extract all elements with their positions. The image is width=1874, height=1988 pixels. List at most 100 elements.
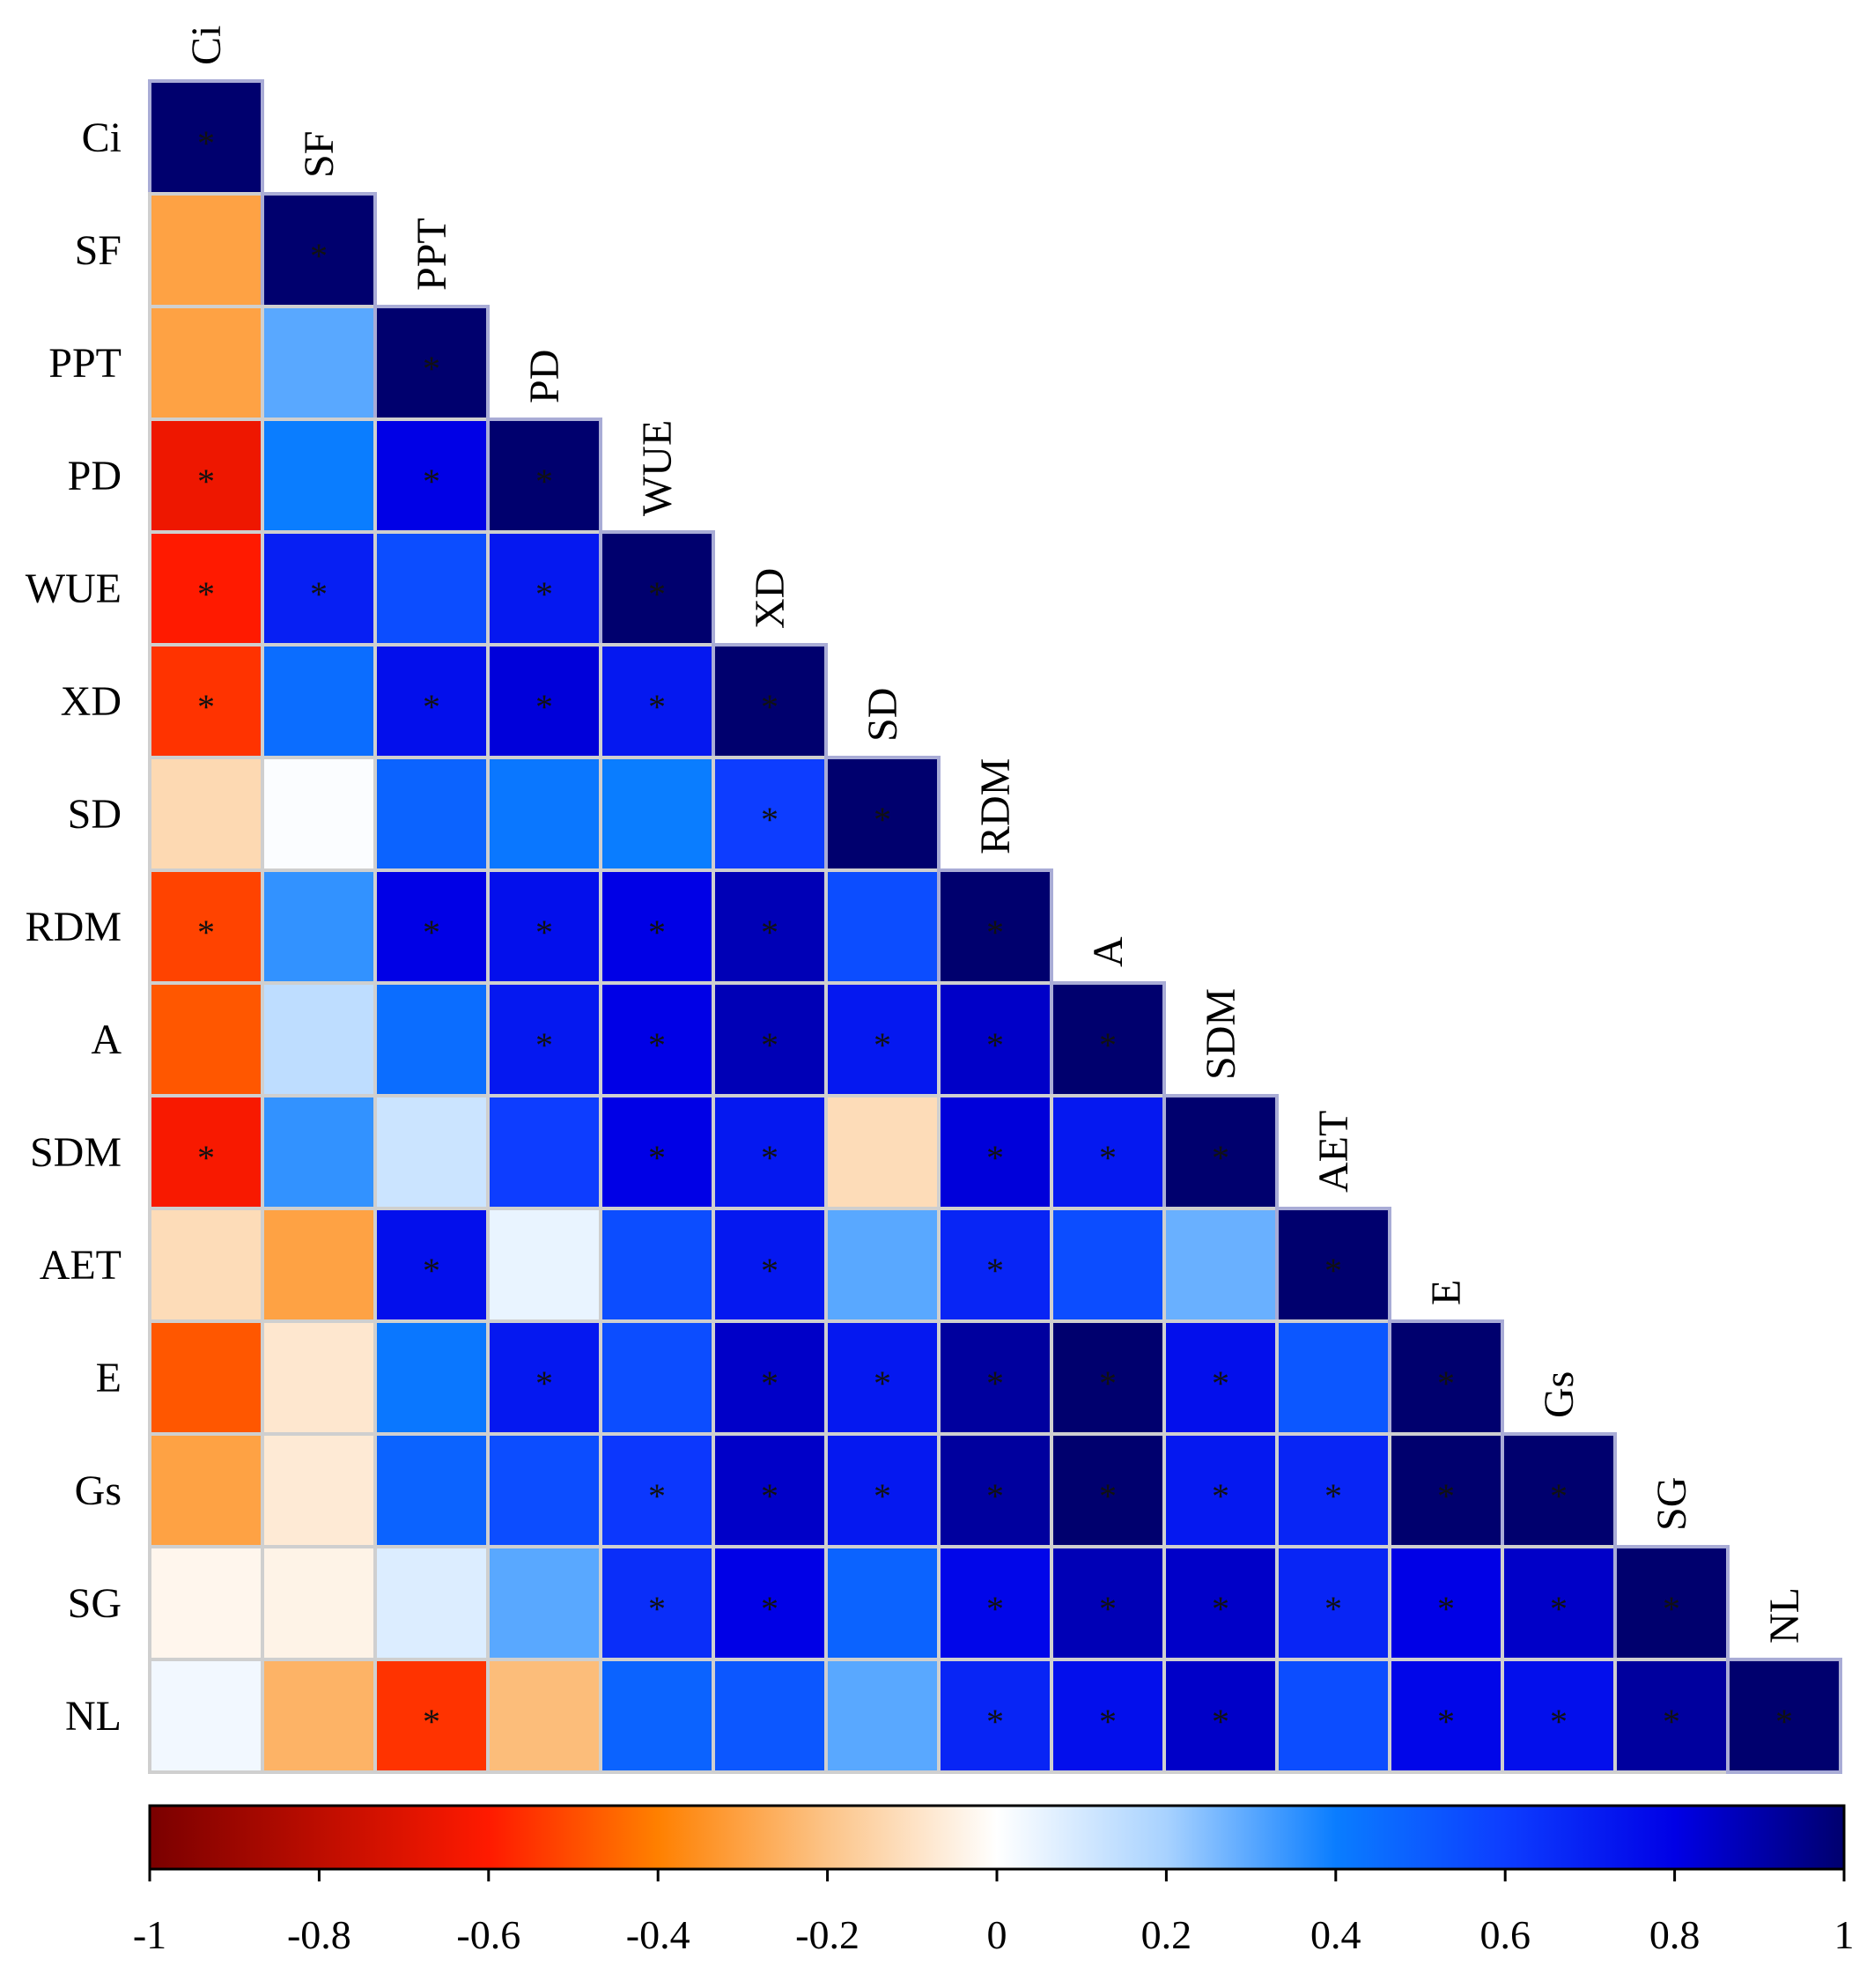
cell-E-WUE <box>599 1319 715 1436</box>
significance-star: * <box>761 687 778 727</box>
significance-star: * <box>1324 1251 1342 1290</box>
significance-star: * <box>197 687 215 727</box>
significance-star: * <box>1775 1702 1793 1741</box>
significance-star: * <box>1437 1589 1455 1629</box>
cell-XD-Ci <box>148 643 264 759</box>
significance-star: * <box>1099 1025 1117 1065</box>
cell-SDM-SDM <box>1162 1094 1279 1210</box>
cell-XD-XD <box>712 643 828 759</box>
cell-E-RDM <box>937 1319 1053 1436</box>
row-label-Ci: Ci <box>82 115 122 161</box>
cell-XD-PD <box>486 643 602 759</box>
cell-PPT-Ci <box>148 305 264 421</box>
cell-Gs-Ci <box>148 1432 264 1548</box>
cell-Gs-PD <box>486 1432 602 1548</box>
significance-star: * <box>535 574 553 614</box>
cell-E-AET <box>1275 1319 1391 1436</box>
colorbar-tick-label: -0.8 <box>287 1912 351 1957</box>
cell-AET-A <box>1050 1207 1166 1323</box>
colorbar-ticks: -1 -0.8 -0.6 -0.4 -0.2 0 0.2 0.4 0.6 0.8 1 <box>133 1869 1855 1957</box>
significance-star: * <box>986 1025 1004 1065</box>
row-label-XD: XD <box>61 678 122 725</box>
significance-star: * <box>648 1025 666 1065</box>
column-label-XD: XD <box>747 568 793 629</box>
cell-E-E <box>1388 1319 1504 1436</box>
significance-star: * <box>1437 1476 1455 1516</box>
cell-E-A <box>1050 1319 1166 1436</box>
cell-SG-E <box>1388 1545 1504 1661</box>
significance-star: * <box>1099 1702 1117 1741</box>
significance-star: * <box>197 1138 215 1178</box>
cell-SG-SD <box>824 1545 941 1661</box>
column-label-WUE: WUE <box>634 420 681 516</box>
significance-star: * <box>423 687 440 727</box>
cell-NL-PPT <box>373 1658 490 1774</box>
cell-A-A <box>1050 981 1166 1097</box>
cell-PPT-PPT <box>373 305 490 421</box>
cell-AET-XD <box>712 1207 828 1323</box>
cell-NL-SF <box>261 1658 377 1774</box>
row-label-A: A <box>91 1016 122 1063</box>
column-label-SDM: SDM <box>1198 988 1244 1080</box>
cell-PD-SF <box>261 418 377 534</box>
column-label-E: E <box>1423 1280 1470 1305</box>
cell-E-XD <box>712 1319 828 1436</box>
cell-NL-XD <box>712 1658 828 1774</box>
row-label-AET: AET <box>40 1242 122 1289</box>
colorbar-tick-label: 0.4 <box>1310 1912 1361 1957</box>
colorbar-tick-label: 0.6 <box>1479 1912 1531 1957</box>
cell-SDM-RDM <box>937 1094 1053 1210</box>
significance-star: * <box>1212 1589 1229 1629</box>
significance-star: * <box>1212 1702 1229 1741</box>
significance-star: * <box>761 1476 778 1516</box>
row-label-NL: NL <box>65 1693 122 1740</box>
cell-SG-SF <box>261 1545 377 1661</box>
column-labels: Ci SF PPT PD WUE XD SD RDM A SDM AET E Gs SG NL <box>183 26 1808 1644</box>
colorbar-tick-label: -1 <box>133 1912 166 1957</box>
cell-SD-PD <box>486 756 602 872</box>
cell-PD-PD <box>486 418 602 534</box>
cell-RDM-SD <box>824 868 941 985</box>
cell-SG-XD <box>712 1545 828 1661</box>
cell-A-SF <box>261 981 377 1097</box>
cell-SD-PPT <box>373 756 490 872</box>
cell-NL-SD <box>824 1658 941 1774</box>
significance-star: * <box>423 1251 440 1290</box>
significance-star: * <box>423 913 440 952</box>
cell-Gs-SF <box>261 1432 377 1548</box>
significance-star: * <box>648 1476 666 1516</box>
cell-AET-SD <box>824 1207 941 1323</box>
column-label-RDM: RDM <box>972 758 1019 854</box>
heatmap-cells <box>148 79 1842 1774</box>
column-label-A: A <box>1085 936 1132 967</box>
cell-Gs-A <box>1050 1432 1166 1548</box>
cell-NL-SDM <box>1162 1658 1279 1774</box>
cell-SDM-SD <box>824 1094 941 1210</box>
significance-star: * <box>1437 1364 1455 1403</box>
column-label-NL: NL <box>1761 1587 1808 1644</box>
significance-star: * <box>1324 1476 1342 1516</box>
cell-AET-WUE <box>599 1207 715 1323</box>
significance-star: * <box>986 1476 1004 1516</box>
cell-WUE-PD <box>486 530 602 647</box>
significance-star: * <box>423 1702 440 1741</box>
cell-SG-AET <box>1275 1545 1391 1661</box>
cell-Gs-Gs <box>1501 1432 1617 1548</box>
significance-star: * <box>761 1138 778 1178</box>
cell-AET-SDM <box>1162 1207 1279 1323</box>
cell-XD-SF <box>261 643 377 759</box>
significance-star: * <box>761 1025 778 1065</box>
row-label-RDM: RDM <box>26 904 122 950</box>
cell-E-SF <box>261 1319 377 1436</box>
significance-star: * <box>310 574 328 614</box>
colorbar-tick-label: 1 <box>1834 1912 1855 1957</box>
significance-star: * <box>1212 1476 1229 1516</box>
cell-PPT-SF <box>261 305 377 421</box>
cell-NL-NL <box>1726 1658 1842 1774</box>
cell-SG-Gs <box>1501 1545 1617 1661</box>
row-label-PPT: PPT <box>48 340 122 387</box>
cell-RDM-RDM <box>937 868 1053 985</box>
significance-star: * <box>197 123 215 163</box>
cell-SD-Ci <box>148 756 264 872</box>
significance-star: * <box>874 1364 891 1403</box>
